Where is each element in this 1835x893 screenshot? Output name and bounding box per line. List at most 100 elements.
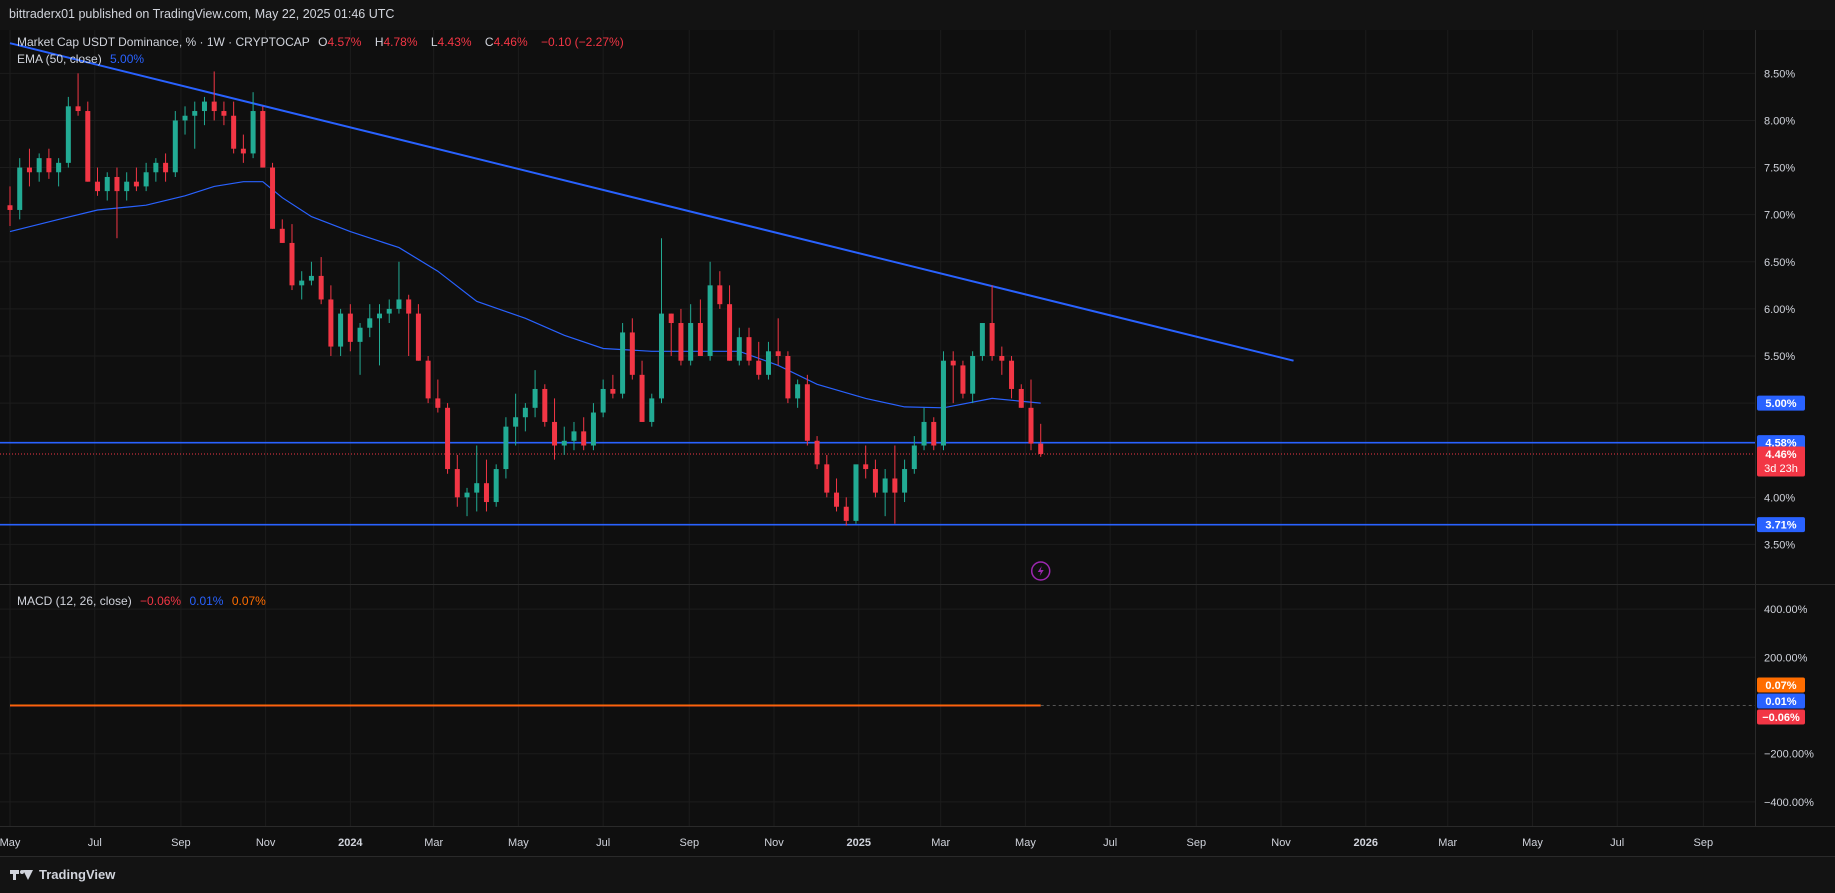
candle-body: [386, 308, 392, 314]
candle-body: [270, 167, 276, 229]
candle-body: [153, 162, 159, 173]
brand-name: TradingView: [39, 867, 116, 882]
x-tick-label: Mar: [424, 837, 443, 849]
candle-body: [357, 327, 363, 342]
descending-trendline: [9, 42, 1294, 362]
candle-body: [668, 313, 674, 324]
macd-y-tick-label: −400.00%: [1764, 797, 1814, 809]
candle-body: [814, 440, 820, 465]
tradingview-brand[interactable]: TradingView: [10, 867, 115, 882]
x-tick-label: Jul: [1103, 837, 1117, 849]
ema-label[interactable]: EMA (50, close): [17, 52, 102, 66]
candle-body: [931, 421, 937, 446]
price-label-bg: [1757, 446, 1805, 477]
candle-body: [911, 445, 917, 470]
candle-body: [600, 388, 606, 413]
candle-body: [7, 205, 13, 210]
price-label-bg: [1757, 435, 1805, 451]
candle-body: [1009, 360, 1015, 389]
candle-body: [950, 360, 956, 366]
candle-body: [415, 313, 421, 361]
candle-body: [522, 407, 528, 418]
macd-legend: MACD (12, 26, close) −0.06% 0.01% 0.07%: [17, 594, 271, 608]
y-tick-label: 3.50%: [1764, 539, 1795, 551]
macd-label[interactable]: MACD (12, 26, close): [17, 594, 132, 608]
candle-body: [406, 299, 412, 314]
candle-body: [104, 176, 110, 192]
ema-legend: EMA (50, close) 5.00%: [17, 52, 149, 66]
y-tick-label: 7.00%: [1764, 210, 1795, 222]
price-label: 3.71%: [1765, 520, 1796, 532]
legend-symbol[interactable]: Market Cap USDT Dominance, % · 1W · CRYP…: [17, 35, 310, 49]
candle-body: [649, 398, 655, 422]
candle-body: [581, 431, 587, 446]
x-tick-label: May: [1015, 837, 1036, 849]
price-label-bg: [1757, 395, 1805, 411]
candle-body: [1038, 443, 1044, 454]
candle-body: [824, 464, 830, 493]
legend-low-label: L: [430, 35, 438, 49]
legend-low-value: 4.43%: [437, 35, 472, 49]
legend-open-value: 4.57%: [327, 35, 362, 49]
candle-body: [65, 106, 71, 163]
candle-body: [396, 299, 402, 309]
macd-y-tick-label: 400.00%: [1764, 604, 1808, 616]
legend-close-label: C: [484, 35, 494, 49]
candle-body: [892, 478, 898, 493]
price-label: 4.46%: [1765, 449, 1796, 461]
macd-price-label: −0.06%: [1762, 712, 1800, 724]
x-tick-label: Sep: [679, 837, 699, 849]
candle-body: [552, 421, 558, 446]
x-tick-label: 2026: [1354, 837, 1378, 849]
histogram-value: 0.07%: [231, 594, 266, 608]
candle-body: [736, 337, 742, 361]
symbol-legend: Market Cap USDT Dominance, % · 1W · CRYP…: [17, 35, 629, 49]
y-tick-label: 8.50%: [1764, 68, 1795, 80]
candle-body: [56, 162, 62, 173]
candle-body: [1018, 388, 1024, 408]
candle-body: [17, 167, 23, 210]
candle-body: [124, 181, 130, 192]
candle-body: [221, 111, 227, 116]
candle-body: [921, 421, 927, 446]
candle-body: [960, 365, 966, 394]
candle-body: [260, 111, 266, 168]
candle-body: [989, 323, 995, 356]
legend-change: −0.10 (−2.27%): [540, 35, 624, 49]
candle-body: [843, 506, 849, 521]
ema-value: 5.00%: [110, 52, 145, 66]
x-tick-label: Mar: [931, 837, 950, 849]
candle-body: [192, 111, 198, 116]
legend-high-label: H: [374, 35, 384, 49]
candle-body: [367, 318, 373, 328]
legend-close-value: 4.46%: [493, 35, 528, 49]
candle-body: [211, 101, 217, 112]
candle-body: [707, 285, 713, 356]
x-tick-label: Sep: [1187, 837, 1207, 849]
candle-body: [143, 172, 149, 187]
lightning-bolt-glyph: [1037, 566, 1044, 576]
candle-body: [610, 388, 616, 394]
candle-body: [503, 426, 509, 470]
tradingview-logo-icon: [10, 868, 34, 882]
macd-price-label-bg: [1757, 693, 1805, 709]
candle-body: [250, 111, 256, 154]
price-label-countdown: 3d 23h: [1764, 463, 1798, 475]
candle-body: [688, 323, 694, 361]
x-tick-label: 2024: [338, 837, 363, 849]
x-tick-label: May: [1522, 837, 1543, 849]
x-tick-label: Sep: [171, 837, 191, 849]
candle-body: [639, 374, 645, 422]
macd-y-tick-label: −200.00%: [1764, 749, 1814, 761]
candle-body: [872, 469, 878, 493]
candle-body: [542, 388, 548, 422]
candle-body: [338, 313, 344, 347]
candle-body: [454, 469, 460, 498]
footer: TradingView: [0, 856, 1835, 893]
candle-body: [853, 464, 859, 521]
candle-body: [464, 492, 470, 498]
candle-body: [445, 407, 451, 470]
candle-body: [231, 115, 237, 149]
candle-body: [979, 323, 985, 356]
